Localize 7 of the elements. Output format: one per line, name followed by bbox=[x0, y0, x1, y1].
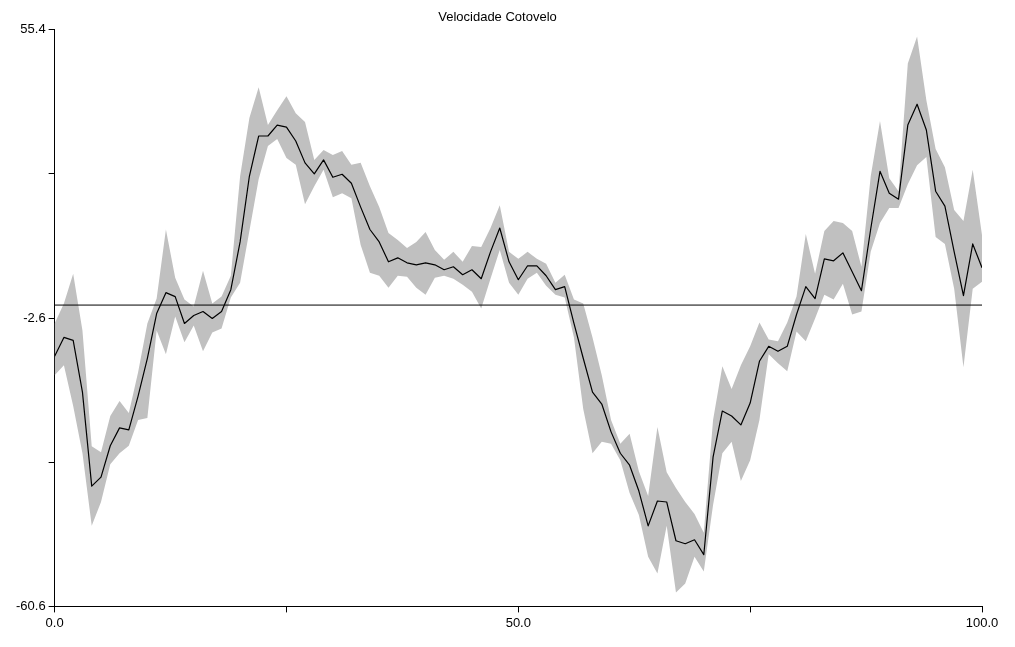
y-tick-label: -60.6 bbox=[15, 597, 46, 613]
x-tick-label: 0.0 bbox=[45, 614, 64, 630]
y-tick-label: -2.6 bbox=[23, 309, 46, 325]
x-tick-label: 100.0 bbox=[965, 614, 999, 630]
y-tick-label: 55.4 bbox=[20, 21, 46, 37]
chart-title: Velocidade Cotovelo bbox=[438, 9, 557, 25]
x-tick-label: 50.0 bbox=[505, 614, 531, 630]
